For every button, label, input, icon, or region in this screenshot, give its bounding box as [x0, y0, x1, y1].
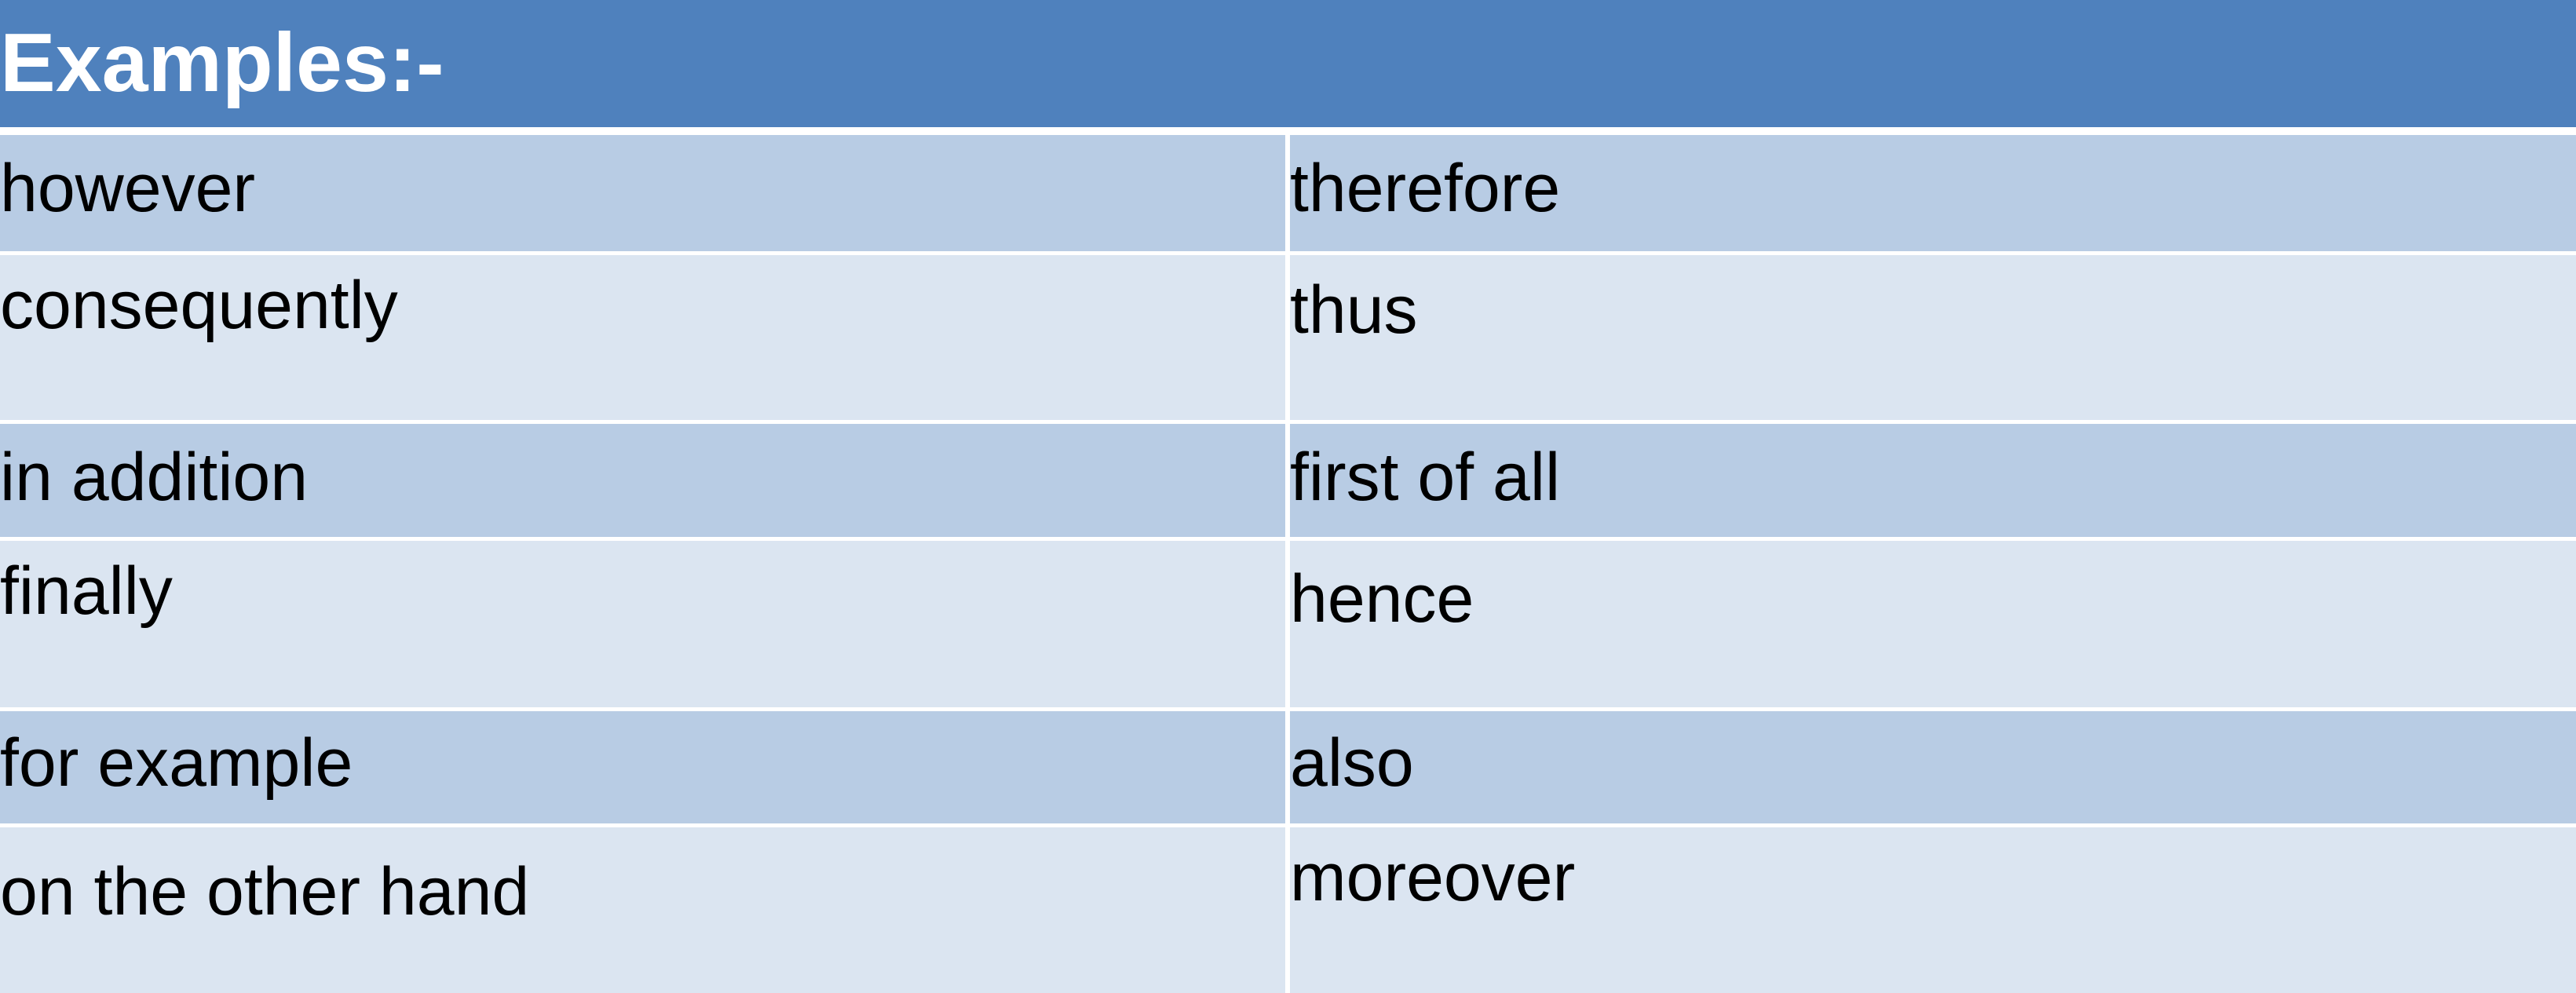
column-divider	[1285, 424, 1290, 537]
table-cell-left: however	[0, 135, 1285, 251]
table-row: for example also	[0, 711, 2576, 823]
table-cell-left: for example	[0, 711, 1285, 823]
cell-text: for example	[0, 725, 353, 801]
cell-text: moreover	[1290, 840, 1576, 915]
table-cell-left: on the other hand	[0, 827, 1285, 993]
cell-text: therefore	[1290, 151, 1561, 226]
table-cell-right: thus	[1290, 255, 2576, 420]
table-cell-right: therefore	[1290, 135, 2576, 251]
cell-text: finally	[0, 553, 173, 629]
table-row: on the other hand moreover	[0, 827, 2576, 993]
cell-text: first of all	[1290, 440, 1561, 515]
column-divider	[1285, 827, 1290, 993]
cell-text: in addition	[0, 440, 309, 515]
cell-text: hence	[1290, 561, 1474, 637]
cell-text: also	[1290, 725, 1414, 801]
table-header: Examples:-	[0, 0, 2576, 127]
column-divider	[1285, 135, 1290, 251]
table-cell-left: in addition	[0, 424, 1285, 537]
cell-text: consequently	[0, 268, 398, 343]
table-cell-right: hence	[1290, 541, 2576, 707]
table-row: in addition first of all	[0, 424, 2576, 537]
cell-text: thus	[1290, 272, 1418, 348]
table-title: Examples:-	[0, 16, 444, 109]
column-divider	[1285, 541, 1290, 707]
cell-text: however	[0, 151, 256, 226]
table-cell-left: finally	[0, 541, 1285, 707]
table-cell-right: also	[1290, 711, 2576, 823]
column-divider	[1285, 255, 1290, 420]
table-cell-left: consequently	[0, 255, 1285, 420]
column-divider	[1285, 711, 1290, 823]
table-row: consequently thus	[0, 255, 2576, 420]
table-cell-right: first of all	[1290, 424, 2576, 537]
table-row: finally hence	[0, 541, 2576, 707]
cell-text: on the other hand	[0, 854, 530, 929]
table-cell-right: moreover	[1290, 827, 2576, 993]
table-row: however therefore	[0, 135, 2576, 251]
